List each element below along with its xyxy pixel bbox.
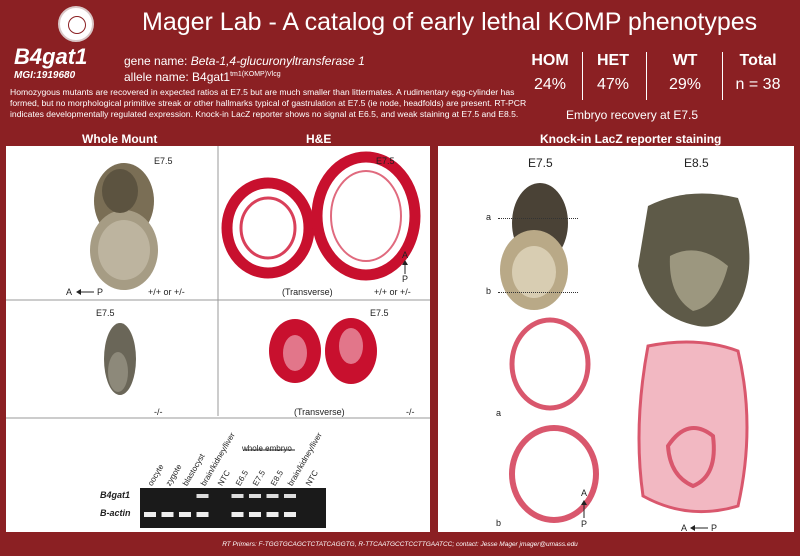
stat-total-label: Total	[739, 52, 777, 69]
left-panel-figures	[6, 146, 430, 528]
plane-marker: b	[486, 286, 492, 296]
section-whole-mount: Whole Mount	[82, 132, 158, 146]
left-panel: E7.5 E7.5 A P +/+ or +/- (Transverse) +/…	[6, 146, 430, 532]
axis-p-label: P	[402, 274, 409, 284]
he-mutant-section-1	[269, 319, 321, 383]
phenotype-description: Homozygous mutants are recovered in expe…	[10, 87, 527, 119]
gel-band-bactin	[179, 512, 191, 517]
stat-divider	[582, 52, 583, 100]
gel-band-bactin	[231, 512, 244, 517]
stat-het-label: HET	[597, 52, 629, 69]
mgi-id: MGI:1919680	[14, 70, 76, 81]
lacz-e85-whole-mount	[638, 193, 750, 327]
gel-group-label: whole embryo	[242, 444, 292, 453]
axis-a-label: A	[66, 287, 73, 297]
stage-label: E7.5	[154, 156, 173, 166]
right-panel: E7.5 E8.5 a b a b A P A P	[438, 146, 794, 533]
section-plane-a	[498, 218, 578, 219]
gel-band-bactin	[161, 512, 174, 517]
gel-band-bactin	[266, 512, 279, 517]
gel-band-bactin	[249, 512, 261, 517]
stat-total: Total n = 38	[726, 52, 790, 94]
axis-p-label: P	[711, 523, 718, 533]
section-he: H&E	[306, 132, 332, 146]
recovery-stats: HOM 24% HET 47% WT 29% Total n = 38	[520, 52, 790, 100]
gel-band-bactin	[284, 512, 296, 517]
axis-a-label: A	[402, 250, 409, 260]
ap-arrowhead	[76, 289, 81, 295]
gel-band-b4gat1	[284, 494, 296, 498]
gel-band-b4gat1	[249, 494, 261, 498]
section-marker: a	[496, 408, 502, 418]
gel-row-label: B-actin	[100, 508, 131, 518]
genotype-label: +/+ or +/-	[148, 287, 185, 297]
axis-p-label: P	[581, 519, 588, 529]
section-marker: b	[496, 518, 502, 528]
gel-band-b4gat1	[231, 494, 244, 498]
right-panel-figures	[500, 183, 750, 531]
ap-arrowhead	[690, 525, 695, 531]
university-seal	[58, 6, 94, 42]
stat-total-value: n = 38	[735, 76, 781, 93]
stat-wt-label: WT	[672, 52, 698, 69]
allele-name-line: allele name: B4gat1tm1(KOMP)Vlcg	[124, 70, 281, 84]
lacz-e75-section-a	[509, 317, 591, 411]
plane-marker: a	[486, 212, 492, 222]
genotype-label: -/-	[154, 407, 163, 417]
axis-a-label: A	[681, 523, 688, 533]
stage-label: E7.5	[96, 308, 115, 318]
stage-label: E8.5	[684, 156, 709, 170]
gel-band-b4gat1	[196, 494, 209, 498]
whole-mount-wt-embryo	[90, 163, 158, 290]
he-wt-section-1	[221, 177, 315, 279]
stage-label: E7.5	[370, 308, 389, 318]
genotype-label: -/-	[406, 407, 415, 417]
stat-wt: WT 29%	[650, 52, 720, 94]
gel-band-b4gat1	[266, 494, 279, 498]
gel-row-label: B4gat1	[100, 490, 131, 500]
he-mutant-section-2	[325, 318, 377, 384]
stat-wt-value: 29%	[668, 76, 702, 93]
stage-label: E7.5	[528, 156, 553, 170]
lacz-e75-section-b	[509, 425, 599, 523]
allele-superscript: tm1(KOMP)Vlcg	[230, 71, 281, 78]
gel-band-bactin	[196, 512, 209, 517]
footer-primers: RT Primers: F-TGGTGCAGCTCTATCAGGTG, R-TT…	[222, 541, 578, 548]
stat-hom: HOM 24%	[520, 52, 580, 94]
section-plane-b	[498, 292, 578, 293]
he-wt-section-2	[311, 151, 421, 281]
ap-vertical-arrowhead	[581, 500, 587, 505]
ap-vertical-arrowhead	[402, 260, 408, 265]
stat-divider	[722, 52, 723, 100]
section-lacz: Knock-in LacZ reporter staining	[540, 132, 722, 146]
gene-symbol: B4gat1	[14, 44, 88, 69]
whole-mount-mutant-embryo	[104, 323, 136, 395]
gel-band-bactin	[144, 512, 156, 517]
stat-hom-label: HOM	[531, 52, 569, 69]
stage-label: E7.5	[376, 156, 395, 166]
axis-a-label: A	[581, 488, 588, 498]
page-title: Mager Lab - A catalog of early lethal KO…	[142, 8, 758, 36]
stat-divider	[646, 52, 647, 100]
allele-name: allele name: B4gat1	[124, 70, 231, 84]
recovery-caption: Embryo recovery at E7.5	[566, 108, 699, 122]
stat-het: HET 47%	[584, 52, 642, 94]
axis-p-label: P	[97, 287, 104, 297]
gene-name-label: gene name:	[124, 54, 191, 68]
genotype-label: +/+ or +/-	[374, 287, 411, 297]
transverse-label: (Transverse)	[294, 407, 345, 417]
gene-name-line: gene name: Beta-1,4-glucuronyltransferas…	[124, 54, 365, 68]
stat-hom-value: 24%	[533, 76, 567, 93]
lacz-e85-section	[637, 340, 749, 514]
gene-name: Beta-1,4-glucuronyltransferase 1	[190, 54, 365, 68]
stat-het-value: 47%	[596, 76, 630, 93]
lacz-e75-whole-mount	[500, 183, 568, 310]
transverse-label: (Transverse)	[282, 287, 333, 297]
